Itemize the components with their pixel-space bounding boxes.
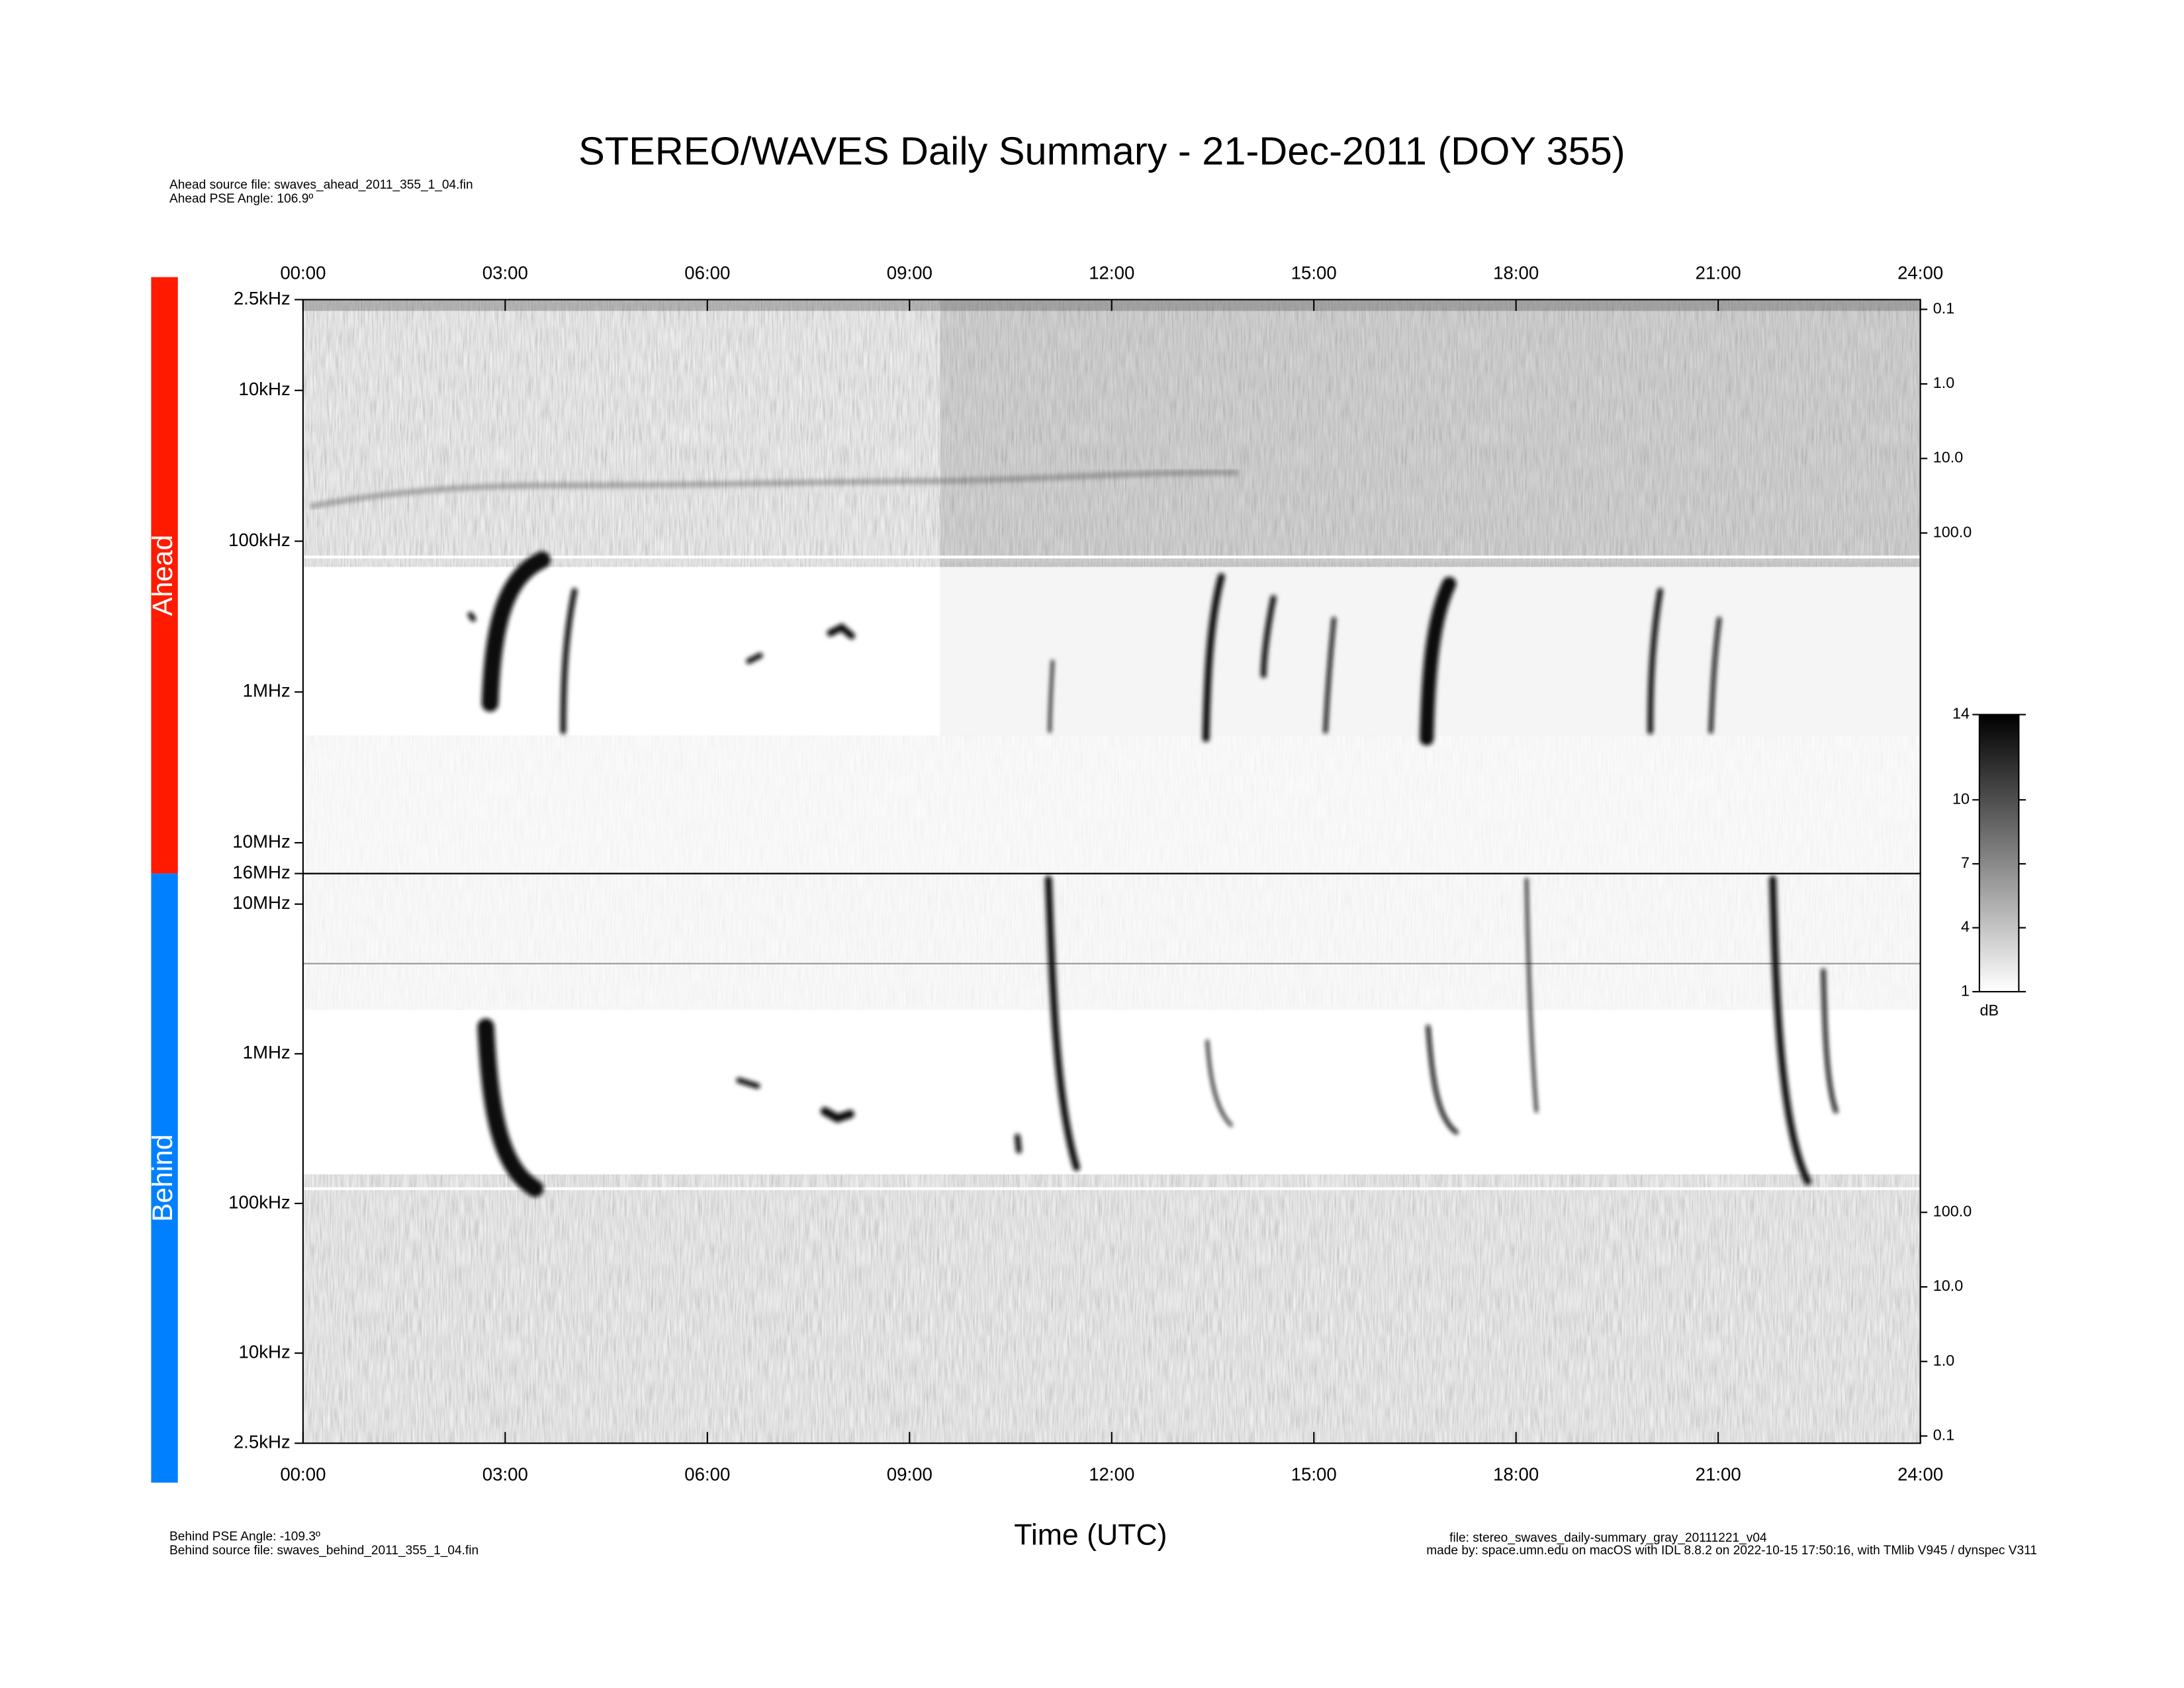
spacecraft-bar [151, 873, 178, 1483]
noise [940, 299, 1921, 567]
burst [1647, 588, 1663, 735]
burst [1769, 875, 1811, 1186]
burst [1202, 573, 1225, 742]
burst [1821, 968, 1839, 1113]
x-tick-label: 00:00 [280, 1464, 326, 1484]
y-tick-label: 1MHz [243, 680, 291, 701]
note: Ahead PSE Angle: 106.9º [169, 192, 313, 206]
burst [1015, 1133, 1022, 1154]
y2-tick-label: 0.1 [1933, 1427, 1954, 1444]
spacecraft-bar [151, 277, 178, 874]
y-tick-label: 10kHz [238, 1341, 290, 1362]
note: Behind PSE Angle: -109.3º [169, 1530, 320, 1544]
streak [309, 469, 1239, 510]
burst [827, 623, 855, 639]
colorbar [1978, 714, 2020, 993]
colorbar-tick-label: 7 [1961, 854, 1970, 871]
x-tick-label: 06:00 [684, 263, 730, 283]
bursts [467, 551, 1839, 1197]
burst [481, 551, 551, 712]
note: Ahead source file: swaves_ahead_2011_355… [169, 178, 473, 192]
y-tick-label: 10MHz [232, 831, 290, 851]
burst [1525, 878, 1538, 1113]
y-tick-label: 16MHz [232, 862, 290, 882]
burst [820, 1107, 854, 1123]
burst [1261, 594, 1277, 679]
y-tick-label: 100kHz [228, 530, 291, 550]
burst [1206, 1039, 1233, 1127]
x-tick-label: 12:00 [1089, 263, 1134, 283]
y-tick-label: 2.5kHz [234, 1432, 291, 1452]
spacecraft-label: Behind [148, 1135, 179, 1222]
x-tick-label: 06:00 [684, 1464, 730, 1484]
y2-tick-label: 10.0 [1933, 449, 1963, 466]
y-tick-label: 10kHz [238, 379, 290, 399]
x-tick-label: 18:00 [1493, 263, 1539, 283]
burst [1426, 1025, 1459, 1135]
note: Behind source file: swaves_behind_2011_3… [169, 1544, 478, 1558]
y-tick-label: 10MHz [232, 892, 290, 913]
x-tick-label: 21:00 [1696, 1464, 1741, 1484]
burst [1708, 616, 1721, 734]
burst [467, 612, 477, 622]
x-tick-label: 00:00 [280, 263, 326, 283]
y2-tick-label: 1.0 [1933, 1352, 1954, 1369]
noise [302, 873, 1921, 1010]
burst [1044, 875, 1080, 1172]
x-tick-label: 03:00 [482, 263, 528, 283]
burst [560, 588, 578, 735]
colorbar-tick-label: 4 [1961, 918, 1970, 935]
burst [477, 1018, 544, 1197]
x-tick-label: 03:00 [482, 1464, 528, 1484]
colorbar-tick-label: 14 [1952, 705, 1970, 722]
x-tick-label: 09:00 [887, 263, 933, 283]
x-axis-label: Time (UTC) [1014, 1519, 1167, 1551]
x-tick-label: 12:00 [1089, 1464, 1134, 1484]
burst [746, 653, 763, 664]
burst [1323, 616, 1336, 734]
y-tick-label: 1MHz [243, 1042, 291, 1062]
note: file: stereo_swaves_daily-summary_gray_2… [1449, 1531, 1767, 1545]
y2-tick-label: 1.0 [1933, 374, 1954, 391]
y-tick-label: 2.5kHz [234, 288, 291, 308]
burst [736, 1077, 760, 1089]
x-tick-label: 24:00 [1897, 1464, 1943, 1484]
y2-tick-label: 0.1 [1933, 300, 1954, 317]
title: STEREO/WAVES Daily Summary - 21-Dec-2011… [578, 129, 1625, 173]
spacecraft-label: Ahead [148, 535, 179, 616]
colorbar-tick-label: 1 [1961, 982, 1970, 999]
noise [302, 299, 1921, 567]
x-tick-label: 21:00 [1696, 263, 1741, 283]
colorbar-tick-label: 10 [1952, 790, 1970, 807]
burst [1048, 659, 1054, 733]
x-tick-label: 15:00 [1291, 1464, 1337, 1484]
burst [1420, 577, 1457, 746]
x-tick-label: 18:00 [1493, 1464, 1539, 1484]
y-tick-label: 100kHz [228, 1192, 291, 1212]
colorbar-label: dB [1979, 1002, 1999, 1019]
noise [302, 735, 1921, 874]
noise [302, 1174, 1921, 1444]
note: made by: space.umn.edu on macOS with IDL… [1426, 1544, 2037, 1558]
spectrogram-image [302, 299, 1921, 1444]
y2-tick-label: 100.0 [1933, 523, 1972, 540]
x-tick-label: 24:00 [1897, 263, 1943, 283]
y2-tick-label: 10.0 [1933, 1277, 1963, 1294]
x-tick-label: 15:00 [1291, 263, 1337, 283]
x-tick-label: 09:00 [887, 1464, 933, 1484]
y2-tick-label: 100.0 [1933, 1203, 1972, 1220]
